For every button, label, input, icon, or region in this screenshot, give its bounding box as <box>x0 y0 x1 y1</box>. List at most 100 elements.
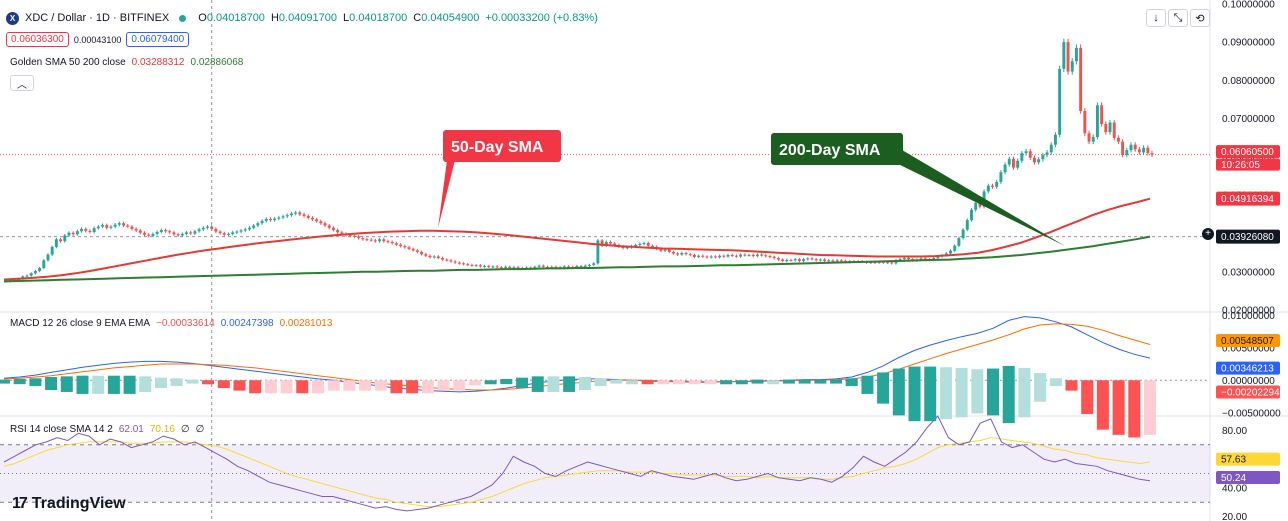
candle-body <box>130 226 134 229</box>
candle-body <box>268 218 272 221</box>
candle-body <box>743 254 747 256</box>
candle-body <box>768 256 772 258</box>
candle-body <box>470 264 474 266</box>
macd-hist-bar <box>249 380 262 394</box>
macd-hist-bar <box>484 380 497 385</box>
macd-line-value: 0.00247398 <box>220 318 274 329</box>
market-open-dot-icon <box>179 14 187 22</box>
sell-price-button[interactable]: 0.06036300 <box>6 32 69 47</box>
symbol-header: X XDC / Dollar · 1D · BITFINEX O0.040187… <box>6 10 598 26</box>
macd-hist-bar <box>924 366 937 422</box>
candle-body <box>760 254 764 256</box>
candle-body <box>1108 122 1112 133</box>
candle-body <box>407 247 411 249</box>
candle-body <box>1049 144 1053 153</box>
candle-body <box>537 265 541 267</box>
candle-body <box>764 255 768 257</box>
symbol-title[interactable]: XDC / Dollar · 1D · BITFINEX <box>25 12 170 24</box>
candle-body <box>1032 157 1036 163</box>
candle-body <box>688 254 692 256</box>
candle-body <box>999 172 1003 182</box>
candle-body <box>588 264 591 266</box>
macd-hist-bar <box>516 377 529 389</box>
candle-body <box>193 231 197 234</box>
candle-body <box>386 241 390 243</box>
candle-body <box>739 254 743 257</box>
sma-legend[interactable]: Golden SMA 50 200 close 0.03288312 0.028… <box>10 57 243 68</box>
candle-body <box>1053 134 1057 145</box>
candle-body <box>155 231 159 234</box>
candle-body <box>122 223 126 226</box>
candle-body <box>210 226 214 229</box>
sma-legend-name: Golden SMA 50 200 close <box>10 57 126 68</box>
macd-hist-bar <box>814 379 827 384</box>
tradingview-logo-text: TradingView <box>31 495 126 512</box>
ohlc-key: L <box>343 12 350 24</box>
candle-body <box>797 259 801 262</box>
macd-hist-bar <box>343 380 356 391</box>
candle-body <box>310 217 314 220</box>
buy-price-button[interactable]: 0.06079400 <box>126 32 190 47</box>
candle-body <box>961 229 965 239</box>
macd-hist-bar <box>296 380 309 394</box>
macd-signal-line <box>3 323 1151 391</box>
collapse-legend-button[interactable]: ︿ <box>10 75 34 91</box>
rsi-ma-line <box>3 437 1151 508</box>
macd-hist-bar <box>280 380 293 394</box>
indicator-lines <box>3 197 1151 512</box>
axis-tick-label: 0.00000000 <box>1222 376 1275 387</box>
annotations: 50-Day SMA 200-Day SMA <box>438 130 1065 246</box>
rsi-legend[interactable]: RSI 14 close SMA 14 2 62.01 70.16 ∅ ∅ <box>10 424 204 435</box>
candle-body <box>109 226 113 228</box>
candle-body <box>147 234 151 236</box>
candle-body <box>441 258 445 260</box>
candle-body <box>222 233 226 235</box>
macd-hist-bar <box>13 378 26 385</box>
macd-hist-bar <box>0 379 10 384</box>
candle-body <box>113 224 117 227</box>
candle-body <box>206 226 209 228</box>
countdown-bg <box>1216 158 1280 171</box>
candle-body <box>609 241 612 244</box>
macd-hist-bar <box>1065 380 1078 391</box>
candle-body <box>1066 42 1070 72</box>
candle-body <box>701 255 705 257</box>
candle-body <box>1095 105 1099 138</box>
fullscreen-icon[interactable]: ⤡ <box>1168 9 1188 27</box>
candle-body <box>550 266 554 268</box>
crosshair-price-label-bg <box>1216 229 1280 244</box>
macd-hist-label: −0.00202294 <box>1221 387 1280 398</box>
ohlc-values: O0.04018700 H0.04091700 L0.04018700 C0.0405… <box>198 12 598 24</box>
macd-hist-bar <box>1002 365 1015 424</box>
candle-body <box>264 218 268 221</box>
tradingview-logo[interactable]: 17 TradingView <box>12 495 126 513</box>
candle-body <box>751 254 755 257</box>
axis-tick-label: 40.00 <box>1222 483 1247 494</box>
candle-body <box>1058 68 1062 135</box>
candle-body <box>730 254 734 256</box>
download-icon[interactable]: ↓ <box>1146 9 1166 27</box>
candle-body <box>306 215 310 218</box>
macd-hist-bar <box>861 375 874 394</box>
macd-signal-label-bg <box>1216 334 1280 347</box>
macd-hist-bar <box>1081 380 1094 415</box>
sma50-annotation-pointer <box>438 160 455 228</box>
ohlc-value: +0.00033200 (+0.83%) <box>485 12 598 24</box>
candle-body <box>394 243 398 245</box>
macd-hist-bar <box>877 372 890 404</box>
macd-hist-bar <box>1034 373 1047 402</box>
candle-body <box>1087 133 1091 142</box>
sma50-annotation-box <box>443 130 561 162</box>
candle-body <box>772 256 776 259</box>
candle-body <box>164 230 167 232</box>
add-alert-plus-icon[interactable]: + <box>1202 228 1214 240</box>
ohlc-key: O <box>198 12 207 24</box>
candle-body <box>1045 152 1049 156</box>
candle-body <box>516 267 520 269</box>
reset-icon[interactable]: ⟲ <box>1190 9 1210 27</box>
sma200-annotation-pointer-long <box>890 150 1065 246</box>
macd-legend[interactable]: MACD 12 26 close 9 EMA EMA −0.00033614 0… <box>10 318 332 329</box>
candle-body <box>491 266 495 268</box>
candle-body <box>449 260 453 262</box>
